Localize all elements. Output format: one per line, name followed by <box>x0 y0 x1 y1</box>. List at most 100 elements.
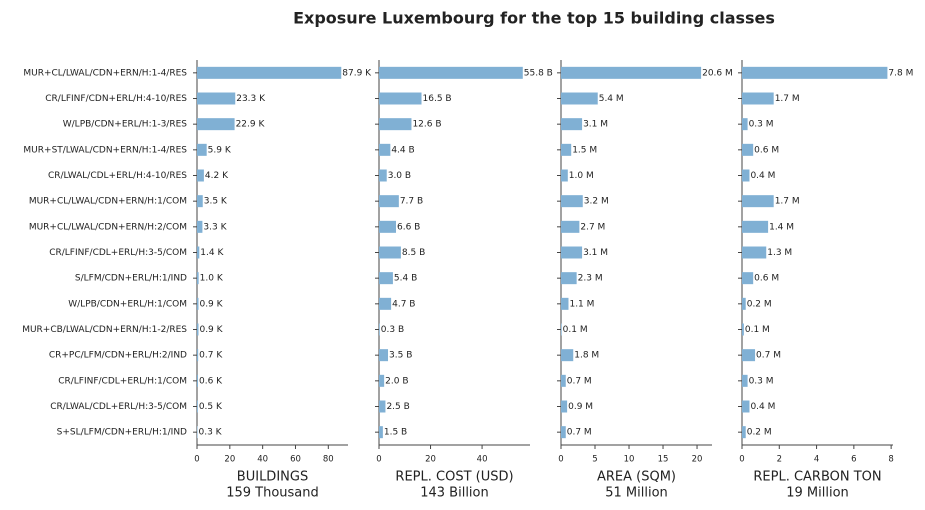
value-label: 16.5 B <box>423 94 452 104</box>
value-label: 0.2 M <box>747 299 772 309</box>
bar <box>379 143 391 156</box>
value-label: 3.1 M <box>583 248 608 258</box>
y-tick-label: CR/LFINF/CDN+ERL/H:4-10/RES <box>45 94 187 104</box>
x-axis-label: REPL. COST (USD) <box>395 470 513 485</box>
value-label: 5.4 B <box>394 274 417 284</box>
bar <box>197 272 199 285</box>
value-label: 6.6 B <box>397 222 420 232</box>
bar <box>742 246 767 259</box>
bar <box>561 169 568 182</box>
bar <box>197 195 203 208</box>
x-axis-total: 143 Billion <box>420 486 489 501</box>
x-tick-label: 4 <box>814 455 819 465</box>
bar <box>742 374 748 387</box>
bar <box>379 426 383 439</box>
bar <box>561 426 566 439</box>
bar <box>561 349 574 362</box>
value-label: 0.6 K <box>199 376 223 386</box>
value-label: 1.5 B <box>384 428 407 438</box>
value-label: 0.3 B <box>381 325 404 335</box>
bar <box>197 246 200 259</box>
value-label: 1.4 M <box>769 222 794 232</box>
value-label: 0.2 M <box>747 428 772 438</box>
bar <box>561 66 702 79</box>
bar <box>379 118 412 131</box>
bar <box>197 374 198 387</box>
value-label: 0.4 M <box>750 171 775 181</box>
y-tick-label: CR/LWAL/CDL+ERL/H:4-10/RES <box>48 171 187 181</box>
bar <box>197 297 199 310</box>
bar <box>742 400 750 413</box>
value-label: 1.0 K <box>200 274 224 284</box>
x-tick-label: 6 <box>851 455 856 465</box>
bar <box>742 66 888 79</box>
y-tick-label: CR+PC/LFM/CDN+ERL/H:2/IND <box>49 351 187 361</box>
x-axis-total: 19 Million <box>786 486 849 501</box>
bar <box>197 118 235 131</box>
bar <box>742 169 750 182</box>
bar <box>379 92 422 105</box>
value-label: 20.6 M <box>702 68 733 78</box>
value-label: 0.5 K <box>199 402 223 412</box>
y-tick-label: CR/LFINF/CDL+ERL/H:3-5/COM <box>49 248 187 258</box>
bar <box>379 349 389 362</box>
bar <box>379 195 399 208</box>
bar <box>379 374 385 387</box>
value-label: 3.5 B <box>389 351 412 361</box>
value-label: 12.6 B <box>412 120 441 130</box>
bar <box>379 400 386 413</box>
bar <box>561 118 583 131</box>
bar <box>561 143 572 156</box>
value-label: 22.9 K <box>236 120 266 130</box>
bar <box>197 400 198 413</box>
bar <box>742 349 756 362</box>
value-label: 2.0 B <box>385 376 408 386</box>
bar <box>742 92 774 105</box>
value-label: 1.4 K <box>200 248 224 258</box>
x-tick-label: 20 <box>692 455 703 465</box>
y-tick-label: W/LPB/CDN+ERL/H:1/COM <box>68 299 187 309</box>
y-tick-label: CR/LWAL/CDL+ERL/H:3-5/COM <box>50 402 187 412</box>
value-label: 1.5 M <box>572 145 597 155</box>
y-tick-label: S/LFM/CDN+ERL/H:1/IND <box>75 274 187 284</box>
x-tick-label: 0 <box>739 455 744 465</box>
value-label: 0.6 M <box>754 274 779 284</box>
chart-title: Exposure Luxembourg for the top 15 build… <box>293 9 775 28</box>
value-label: 0.7 M <box>567 376 592 386</box>
bar <box>197 220 203 233</box>
value-label: 0.6 M <box>754 145 779 155</box>
x-axis-label: AREA (SQM) <box>597 470 676 485</box>
bar <box>379 66 523 79</box>
value-label: 1.1 M <box>569 299 594 309</box>
bar <box>197 349 199 362</box>
bar <box>561 323 562 336</box>
value-label: 3.5 K <box>204 197 228 207</box>
x-tick-label: 0 <box>194 455 199 465</box>
bar <box>742 297 746 310</box>
x-axis-label: BUILDINGS <box>237 470 308 485</box>
value-label: 0.3 K <box>198 428 222 438</box>
value-label: 4.7 B <box>392 299 415 309</box>
value-label: 1.0 M <box>569 171 594 181</box>
value-label: 3.3 K <box>203 222 227 232</box>
value-label: 0.7 K <box>199 351 223 361</box>
x-tick-label: 10 <box>624 455 635 465</box>
bar <box>561 374 566 387</box>
bar <box>742 426 746 439</box>
value-label: 1.8 M <box>574 351 599 361</box>
y-tick-label: MUR+CL/LWAL/CDN+ERN/H:1/COM <box>29 197 187 207</box>
bar <box>561 246 583 259</box>
bar <box>197 92 236 105</box>
bar <box>379 246 401 259</box>
bar <box>561 400 568 413</box>
x-tick-label: 80 <box>323 455 334 465</box>
value-label: 0.9 K <box>199 325 223 335</box>
bar <box>379 297 392 310</box>
value-label: 4.2 K <box>205 171 229 181</box>
value-label: 0.4 M <box>750 402 775 412</box>
x-axis-total: 51 Million <box>605 486 668 501</box>
value-label: 0.3 M <box>749 376 774 386</box>
x-tick-label: 5 <box>592 455 597 465</box>
value-label: 3.0 B <box>388 171 411 181</box>
